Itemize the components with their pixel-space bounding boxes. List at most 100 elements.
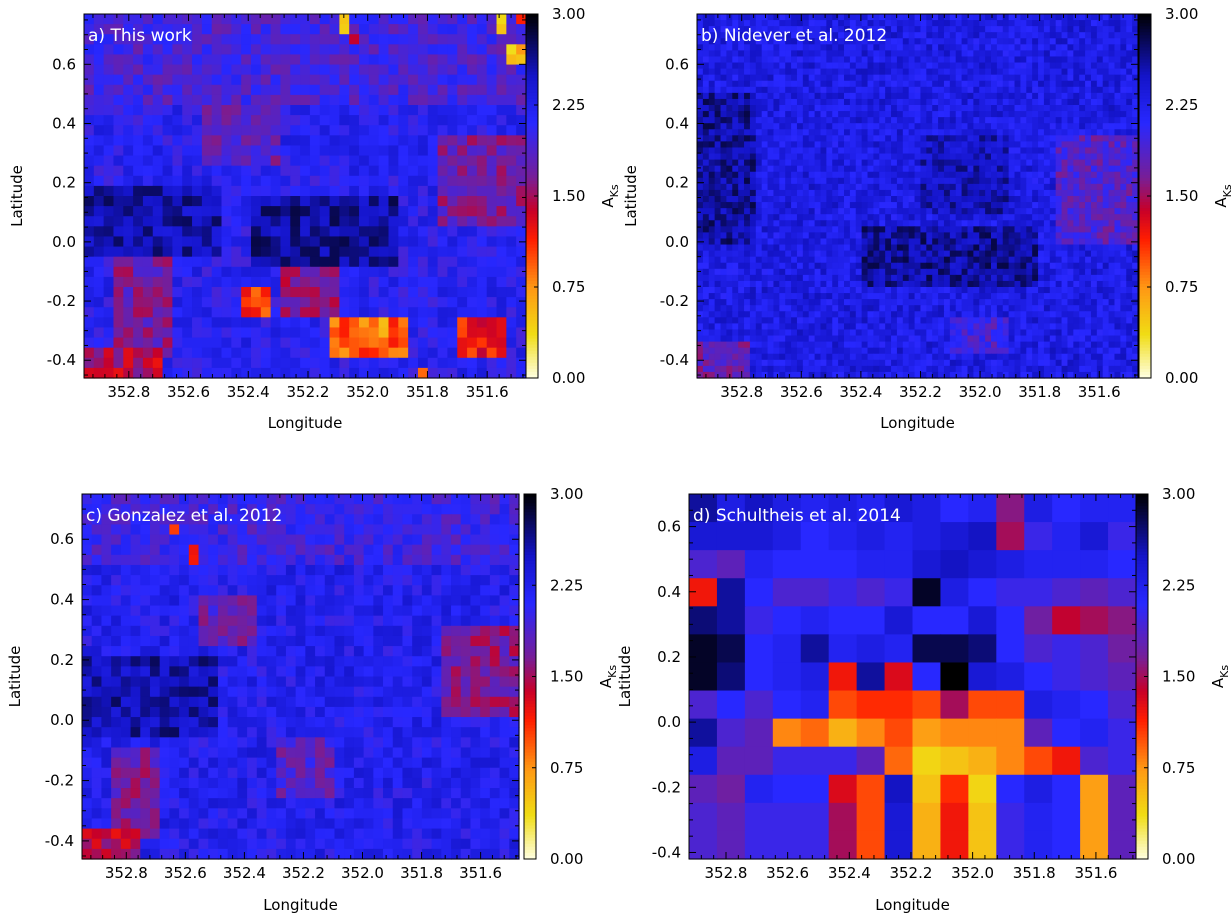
heatmap-cell bbox=[476, 226, 488, 238]
heatmap-cell bbox=[744, 44, 751, 51]
heatmap-cell bbox=[1096, 92, 1104, 100]
heatmap-cell bbox=[1132, 202, 1139, 209]
heatmap-cell bbox=[201, 64, 213, 76]
heatmap-cell bbox=[938, 214, 945, 221]
heatmap-cell bbox=[1026, 105, 1033, 112]
heatmap-cell bbox=[949, 232, 957, 240]
heatmap-cell bbox=[861, 250, 869, 258]
heatmap-cell bbox=[417, 317, 429, 329]
heatmap-cell bbox=[506, 14, 517, 25]
heatmap-cell bbox=[885, 14, 892, 21]
heatmap-cell bbox=[260, 357, 272, 369]
heatmap-cell bbox=[162, 64, 173, 76]
heatmap-cell bbox=[885, 111, 892, 118]
heatmap-cell bbox=[832, 208, 839, 215]
heatmap-cell bbox=[732, 44, 739, 51]
heatmap-cell bbox=[849, 105, 857, 112]
heatmap-cell bbox=[1126, 177, 1133, 185]
heatmap-cell bbox=[113, 357, 124, 369]
heatmap-cell bbox=[388, 196, 399, 207]
heatmap-cell bbox=[1002, 196, 1010, 203]
heatmap-cell bbox=[967, 38, 974, 45]
heatmap-cell bbox=[1090, 250, 1098, 258]
heatmap-cell bbox=[1014, 20, 1021, 27]
heatmap-cell bbox=[182, 74, 193, 86]
heatmap-cell bbox=[133, 287, 144, 298]
heatmap-cell bbox=[908, 26, 916, 33]
heatmap-cell bbox=[920, 250, 927, 258]
heatmap-cell bbox=[943, 117, 951, 124]
heatmap-cell bbox=[973, 177, 980, 185]
heatmap-cell bbox=[996, 214, 1004, 221]
heatmap-cell bbox=[437, 14, 449, 25]
heatmap-cell bbox=[192, 307, 203, 318]
heatmap-cell bbox=[1055, 232, 1063, 240]
heatmap-cell bbox=[920, 32, 927, 39]
heatmap-cell bbox=[761, 238, 769, 246]
heatmap-cell bbox=[832, 117, 839, 124]
heatmap-cell bbox=[973, 238, 980, 246]
heatmap-cell bbox=[773, 123, 780, 130]
heatmap-cell bbox=[785, 98, 792, 106]
heatmap-cell bbox=[720, 141, 727, 149]
heatmap-cell bbox=[902, 189, 910, 197]
heatmap-cell bbox=[280, 357, 291, 369]
heatmap-cell bbox=[1085, 220, 1092, 227]
heatmap-cell bbox=[879, 232, 886, 240]
heatmap-cell bbox=[162, 165, 173, 177]
heatmap-cell bbox=[1085, 189, 1092, 197]
heatmap-cell bbox=[761, 86, 769, 94]
heatmap-cell bbox=[749, 202, 757, 209]
heatmap-cell bbox=[744, 202, 751, 209]
heatmap-cell bbox=[726, 226, 733, 233]
heatmap-cell bbox=[926, 171, 933, 179]
heatmap-cell bbox=[1126, 208, 1133, 215]
heatmap-cell bbox=[885, 141, 892, 149]
heatmap-cell bbox=[486, 266, 498, 278]
heatmap-cell bbox=[914, 208, 922, 215]
heatmap-cell bbox=[1102, 50, 1110, 58]
heatmap-cell bbox=[755, 238, 763, 246]
heatmap-cell bbox=[201, 287, 213, 298]
heatmap-cell bbox=[938, 44, 945, 51]
heatmap-cell bbox=[714, 98, 722, 106]
heatmap-cell bbox=[270, 276, 282, 288]
heatmap-cell bbox=[1043, 62, 1051, 70]
heatmap-cell bbox=[319, 206, 331, 217]
heatmap-cell bbox=[702, 250, 710, 258]
heatmap-cell bbox=[1020, 14, 1027, 21]
heatmap-cell bbox=[808, 129, 816, 136]
heatmap-cell bbox=[820, 220, 827, 227]
heatmap-cell bbox=[142, 54, 154, 66]
heatmap-cell bbox=[93, 125, 105, 136]
heatmap-cell bbox=[1014, 68, 1021, 76]
heatmap-cell bbox=[714, 141, 722, 149]
heatmap-cell bbox=[1114, 111, 1121, 118]
heatmap-cell bbox=[1085, 62, 1092, 70]
heatmap-cell bbox=[211, 84, 223, 96]
heatmap-cell bbox=[896, 50, 904, 58]
heatmap-cell bbox=[437, 206, 449, 217]
heatmap-cell bbox=[791, 226, 798, 233]
heatmap-cell bbox=[844, 226, 851, 233]
heatmap-cell bbox=[1102, 129, 1110, 136]
heatmap-cell bbox=[844, 38, 851, 45]
heatmap-cell bbox=[1120, 159, 1127, 167]
heatmap-cell bbox=[437, 44, 449, 56]
colorbar-segment bbox=[526, 308, 538, 312]
heatmap-cell bbox=[1096, 62, 1104, 70]
heatmap-cell bbox=[1014, 86, 1021, 94]
heatmap-cell bbox=[949, 86, 957, 94]
heatmap-cell bbox=[1096, 177, 1104, 185]
heatmap-cell bbox=[123, 84, 134, 96]
heatmap-cell bbox=[1014, 159, 1021, 167]
heatmap-cell bbox=[826, 135, 833, 142]
heatmap-cell bbox=[113, 165, 124, 177]
heatmap-cell bbox=[300, 185, 311, 197]
heatmap-cell bbox=[211, 276, 223, 288]
heatmap-cell bbox=[808, 80, 816, 88]
heatmap-cell bbox=[250, 14, 262, 25]
heatmap-cell bbox=[506, 105, 517, 116]
heatmap-cell bbox=[985, 92, 992, 100]
heatmap-cell bbox=[280, 337, 291, 349]
